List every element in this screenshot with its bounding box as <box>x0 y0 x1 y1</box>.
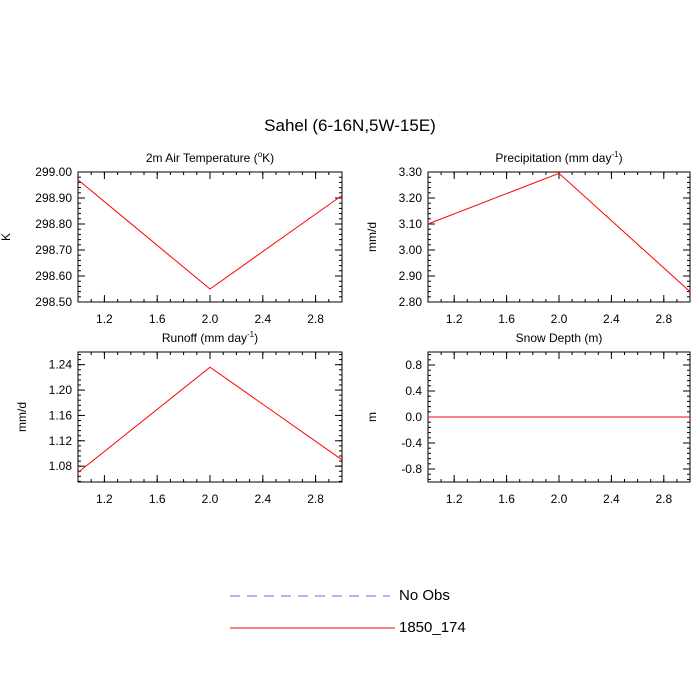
x-tick-label: 1.6 <box>498 312 515 326</box>
y-tick-label: 3.00 <box>399 243 423 257</box>
y-tick-label: 0.8 <box>405 358 422 372</box>
legend-label-no-obs: No Obs <box>399 587 450 604</box>
panel-title: Snow Depth (m) <box>516 331 603 345</box>
panel-title: Runoff (mm day-1) <box>162 330 258 345</box>
series-line-1850-174 <box>77 179 343 290</box>
y-tick-label: 298.80 <box>35 217 72 231</box>
y-tick-label: 298.90 <box>35 191 72 205</box>
x-tick-label: 2.8 <box>307 312 324 326</box>
x-tick-label: 2.4 <box>603 492 620 506</box>
series-line-1850-174 <box>427 172 691 292</box>
y-tick-label: 298.60 <box>35 269 72 283</box>
y-tick-label: 298.50 <box>35 295 72 309</box>
y-tick-label: -0.8 <box>401 462 422 476</box>
y-tick-label: -0.4 <box>401 436 422 450</box>
y-tick-label: 299.00 <box>35 165 72 179</box>
panel-2: Precipitation (mm day-1) mm/d 1.2 1.6 2.0 2.4… <box>365 150 691 326</box>
y-tick-label: 2.80 <box>399 295 423 309</box>
y-tick-label: 1.08 <box>49 459 73 473</box>
y-tick-label: 2.90 <box>399 269 423 283</box>
series-line-1850-174 <box>77 366 343 473</box>
y-tick-label: 3.30 <box>399 165 423 179</box>
y-tick-label: 1.24 <box>49 358 73 372</box>
y-tick-label: 298.70 <box>35 243 72 257</box>
x-tick-label: 2.0 <box>202 312 219 326</box>
legend-label-1850-174: 1850_174 <box>399 619 466 636</box>
x-tick-label: 1.6 <box>149 312 166 326</box>
x-tick-label: 2.0 <box>551 312 568 326</box>
y-axis-label: K <box>0 233 13 241</box>
x-tick-label: 1.2 <box>446 312 463 326</box>
x-tick-label: 2.0 <box>551 492 568 506</box>
panel-title: 2m Air Temperature (oK) <box>146 150 274 165</box>
x-tick-label: 2.8 <box>655 312 672 326</box>
x-tick-label: 1.6 <box>149 492 166 506</box>
y-tick-label: 1.20 <box>49 383 73 397</box>
panel-title: Precipitation (mm day-1) <box>495 150 622 165</box>
panel-3: Runoff (mm day-1) mm/d 1.2 1.6 2.0 2.4 2.8 1.08… <box>15 330 343 506</box>
x-tick-label: 1.2 <box>96 492 113 506</box>
x-tick-label: 2.8 <box>307 492 324 506</box>
y-axis-label: mm/d <box>365 222 379 252</box>
x-tick-label: 1.2 <box>446 492 463 506</box>
y-tick-label: 0.4 <box>405 384 422 398</box>
x-tick-label: 2.4 <box>254 312 271 326</box>
x-tick-label: 2.4 <box>254 492 271 506</box>
y-axis-label: m <box>365 412 379 422</box>
x-tick-label: 1.6 <box>498 492 515 506</box>
y-tick-label: 1.16 <box>49 408 73 422</box>
y-tick-label: 0.0 <box>405 410 422 424</box>
x-tick-label: 1.2 <box>96 312 113 326</box>
y-axis-label: mm/d <box>15 402 29 432</box>
panel-4: Snow Depth (m) m 1.2 1.6 2.0 2.4 2.8 -0.8 -0.4 0.… <box>365 331 691 506</box>
y-tick-label: 3.10 <box>399 217 423 231</box>
panel-1: 2m Air Temperature (oK) K 1.2 1.6 2.0 2.4 2.8 2… <box>0 150 343 326</box>
x-tick-label: 2.0 <box>202 492 219 506</box>
y-tick-label: 1.12 <box>49 434 73 448</box>
x-tick-label: 2.8 <box>655 492 672 506</box>
x-tick-label: 2.4 <box>603 312 620 326</box>
figure-title: Sahel (6-16N,5W-15E) <box>264 116 436 135</box>
y-tick-label: 3.20 <box>399 191 423 205</box>
